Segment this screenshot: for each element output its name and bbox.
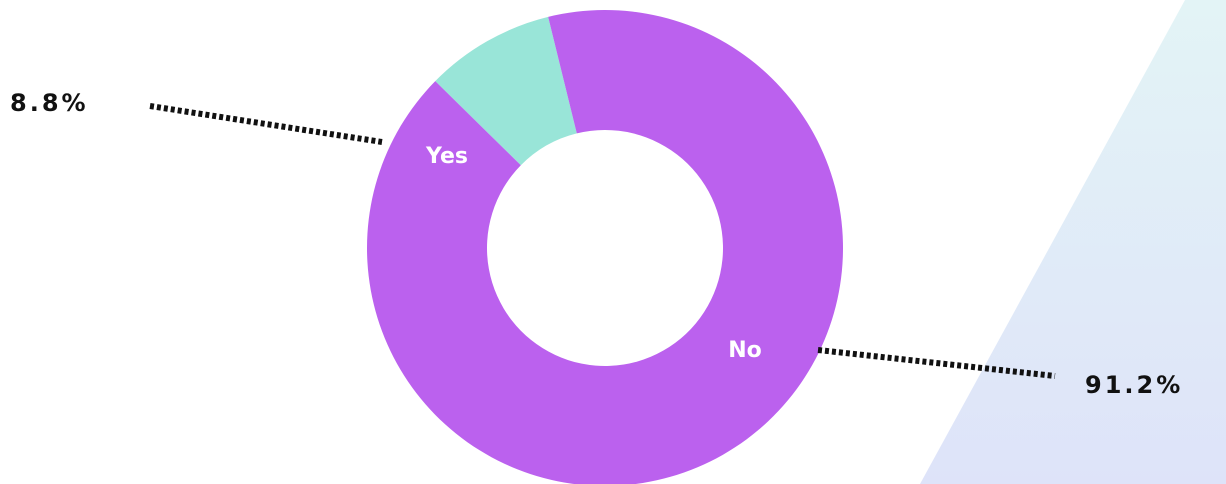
slice-label-no: No <box>728 338 762 363</box>
slice-label-yes: Yes <box>425 144 468 169</box>
slices-layer <box>367 10 843 484</box>
leader-line-yes <box>149 103 383 145</box>
percent-label-yes: 8.8% <box>10 89 89 117</box>
percent-label-no: 91.2% <box>1085 371 1183 399</box>
leader-line-no <box>817 347 1056 379</box>
background-gradient-shape <box>920 0 1226 484</box>
slice-no <box>367 10 843 484</box>
slice-yes <box>435 16 577 166</box>
